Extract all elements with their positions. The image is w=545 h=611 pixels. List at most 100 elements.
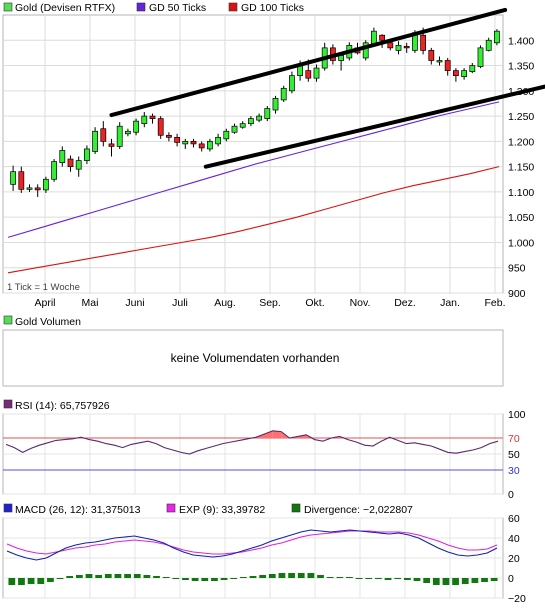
candle-down xyxy=(101,129,106,142)
divergence-bar xyxy=(115,574,122,578)
candle-up xyxy=(462,71,467,77)
candle-down xyxy=(404,46,409,48)
rsi-tick-label: 50 xyxy=(508,449,520,461)
candle-up xyxy=(257,116,262,120)
candle-down xyxy=(453,71,458,76)
divergence-bar xyxy=(221,578,228,580)
candle-up xyxy=(478,48,483,67)
candle-up xyxy=(486,40,491,50)
divergence-bar xyxy=(317,575,324,578)
candle-up xyxy=(216,137,221,144)
month-label: April xyxy=(34,297,55,309)
divergence-bar xyxy=(298,573,305,578)
candle-up xyxy=(232,126,237,132)
divergence-bar xyxy=(404,578,411,580)
legend-gd100-label: GD 100 Ticks xyxy=(241,2,304,14)
divergence-bar xyxy=(144,575,151,578)
candle-up xyxy=(248,119,253,124)
divergence-bar xyxy=(365,578,372,579)
divergence-bar xyxy=(259,575,266,578)
price-tick-label: 1.000 xyxy=(508,237,534,249)
macd-tick-label: 20 xyxy=(508,553,520,565)
candle-down xyxy=(19,172,24,190)
month-label: Sep. xyxy=(259,297,281,309)
divergence-bar xyxy=(308,573,315,578)
month-label: Mai xyxy=(82,297,99,309)
price-tick-label: 1.300 xyxy=(508,86,534,98)
candle-up xyxy=(142,116,147,124)
candle-down xyxy=(191,141,196,144)
divergence-bar xyxy=(57,578,64,579)
month-label: Juni xyxy=(125,297,144,309)
divergence-bar xyxy=(414,578,421,581)
volume-title: Gold Volumen xyxy=(15,316,81,328)
divergence-legend: Divergence: −2,022807 xyxy=(304,504,413,516)
divergence-bar xyxy=(433,578,440,585)
month-label: Jan. xyxy=(440,297,460,309)
candle-up xyxy=(43,179,48,190)
candle-up xyxy=(84,149,89,161)
divergence-bar xyxy=(240,577,247,578)
candle-down xyxy=(35,188,40,190)
candle-up xyxy=(117,126,122,146)
candle-down xyxy=(421,35,426,50)
divergence-bar xyxy=(8,578,15,585)
divergence-bar xyxy=(192,578,199,581)
candle-up xyxy=(470,66,475,72)
legend-gold-label: Gold (Devisen RTFX) xyxy=(15,2,115,14)
candle-up xyxy=(207,141,212,149)
candle-down xyxy=(445,60,450,70)
month-label: Juli xyxy=(172,297,188,309)
candle-up xyxy=(281,88,286,100)
rsi-tick-label: 30 xyxy=(508,465,520,477)
price-tick-label: 1.350 xyxy=(508,61,534,73)
candle-up xyxy=(93,131,98,151)
divergence-bar xyxy=(346,577,353,578)
legend-gd100-swatch xyxy=(229,3,237,11)
divergence-bar xyxy=(230,578,237,579)
divergence-bar xyxy=(356,578,363,579)
candle-down xyxy=(68,159,73,167)
candle-up xyxy=(371,31,376,44)
price-tick-label: 900 xyxy=(508,288,526,300)
month-label: Dez. xyxy=(394,297,416,309)
candle-up xyxy=(494,31,499,43)
divergence-bar xyxy=(153,576,160,578)
divergence-bar xyxy=(124,574,131,578)
macd-tick-label: 60 xyxy=(508,513,520,525)
price-tick-label: 1.100 xyxy=(508,187,534,199)
divergence-legend-swatch xyxy=(292,504,300,512)
divergence-bar xyxy=(394,578,401,579)
divergence-bar xyxy=(327,577,334,578)
divergence-bar xyxy=(279,573,286,578)
divergence-bar xyxy=(47,578,54,582)
candle-up xyxy=(289,76,294,91)
macd-legend: MACD (26, 12): 31,375013 xyxy=(15,504,141,516)
legend-gd50-swatch xyxy=(137,3,145,11)
rsi-tick-label: 0 xyxy=(508,489,514,501)
volume-legend-swatch xyxy=(4,316,12,324)
divergence-bar xyxy=(385,578,392,580)
macd-tick-label: 0 xyxy=(508,573,514,585)
divergence-bar xyxy=(28,578,35,584)
candle-up xyxy=(183,141,188,144)
divergence-bar xyxy=(95,575,102,578)
month-label: Nov. xyxy=(350,297,371,309)
candle-down xyxy=(429,50,434,60)
divergence-bar xyxy=(86,574,93,578)
candle-up xyxy=(27,188,32,190)
volume-panel: Gold Volumen keine Volumendaten vorhande… xyxy=(3,316,503,386)
price-tick-label: 950 xyxy=(508,263,526,275)
divergence-bar xyxy=(172,578,179,579)
divergence-bar xyxy=(201,578,208,581)
rsi-legend: RSI (14): 65,757926 xyxy=(15,400,110,412)
candle-down xyxy=(388,43,393,48)
candle-down xyxy=(306,71,311,79)
exp-legend: EXP (9): 33,39782 xyxy=(179,504,265,516)
candle-down xyxy=(166,135,171,137)
price-tick-label: 1.250 xyxy=(508,111,534,123)
candle-up xyxy=(52,162,57,180)
candle-up xyxy=(134,121,139,132)
divergence-bar xyxy=(250,576,257,578)
